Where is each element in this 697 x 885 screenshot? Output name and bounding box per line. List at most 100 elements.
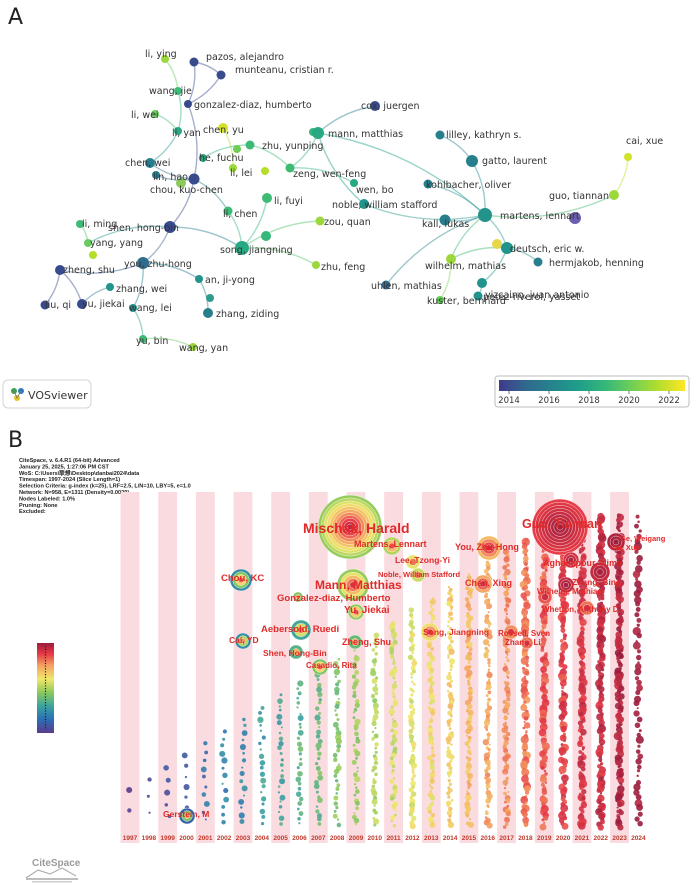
timeline-node xyxy=(411,726,415,730)
timeline-node xyxy=(634,612,640,618)
timeline-node xyxy=(524,801,528,805)
timeline-node xyxy=(352,693,357,699)
timeline-node xyxy=(315,706,320,711)
timeline-node xyxy=(485,798,491,804)
timeline-node xyxy=(261,814,266,819)
timeline-node xyxy=(279,751,283,755)
timeline-node xyxy=(635,749,641,754)
major-node-noble-william-stafford xyxy=(414,571,422,579)
timeline-node xyxy=(577,821,586,830)
timeline-node xyxy=(618,810,624,816)
timeline-node xyxy=(148,811,151,814)
timeline-node xyxy=(204,750,209,755)
timeline-node xyxy=(543,815,549,821)
timeline-node xyxy=(408,645,415,652)
timeline-node xyxy=(334,779,339,783)
timeline-node xyxy=(635,601,641,607)
timeline-node xyxy=(506,563,510,567)
timeline-node xyxy=(467,656,473,662)
timeline-node xyxy=(446,719,452,725)
timeline-node xyxy=(505,811,511,817)
timeline-node xyxy=(446,791,451,796)
timeline-node xyxy=(469,594,473,599)
network-node-unlabeled xyxy=(233,145,241,153)
timeline-node xyxy=(580,627,585,632)
timeline-node xyxy=(505,597,512,604)
network-label-li-wei: li, wei xyxy=(131,110,159,121)
timeline-node xyxy=(618,662,623,668)
network-node-li-chen xyxy=(223,206,233,216)
timeline-node xyxy=(295,776,302,783)
timeline-node xyxy=(411,749,415,753)
network-label-li-fuyi: li, fuyi xyxy=(274,196,303,207)
timeline-node xyxy=(370,693,376,699)
timeline-node xyxy=(448,658,456,665)
timeline-node xyxy=(447,723,451,727)
timeline-node xyxy=(409,709,416,716)
timeline-node xyxy=(335,738,342,745)
timeline-node xyxy=(200,766,207,773)
timeline-node xyxy=(373,810,378,815)
timeline-node xyxy=(163,765,169,771)
timeline-node xyxy=(391,804,397,810)
timeline-node xyxy=(635,514,640,519)
timeline-node xyxy=(581,692,584,696)
timeline-node xyxy=(466,772,474,779)
timeline-node xyxy=(465,763,472,770)
timeline-node xyxy=(543,631,548,636)
network-label-li-chen: li, chen xyxy=(223,209,257,220)
timeline-node xyxy=(521,586,526,591)
author-label-gonzalez-diaz-humberto: Gonzalez-diaz, Humberto xyxy=(277,593,391,604)
network-label-lilley-kathryn-s: lilley, kathryn s. xyxy=(446,130,522,141)
timeline-node xyxy=(579,593,585,599)
timeline-node xyxy=(430,786,434,790)
author-label-casadio-rita: Casadio, Rita xyxy=(306,661,357,670)
timeline-node xyxy=(447,703,454,710)
timeline-node xyxy=(277,785,281,788)
timeline-node xyxy=(295,791,302,797)
timeline-node xyxy=(634,676,640,681)
timeline-node xyxy=(317,691,323,698)
timeline-node xyxy=(352,665,357,670)
network-label-wang-jie: wang, jie xyxy=(149,86,192,97)
timeline-node xyxy=(467,821,474,828)
timeline-node xyxy=(242,794,246,797)
timeline-node xyxy=(390,631,398,638)
timeline-node xyxy=(412,682,416,686)
timeline-node xyxy=(428,688,434,694)
network-label-deutsch-eric-w: deutsch, eric w. xyxy=(510,244,584,255)
timeline-node xyxy=(316,678,320,681)
timeline-node xyxy=(429,656,436,662)
timeline-node xyxy=(506,653,509,656)
timeline-node xyxy=(634,663,642,670)
timeline-node xyxy=(223,796,230,803)
timeline-node xyxy=(466,789,469,793)
timeline-node xyxy=(431,616,436,621)
network-label-zhu-yunping: zhu, yunping xyxy=(262,141,323,152)
timeline-node xyxy=(562,631,565,634)
timeline-node xyxy=(351,674,357,679)
year-stripe xyxy=(158,492,178,843)
network-label-liu-qi: liu, qi xyxy=(45,300,71,311)
timeline-node xyxy=(352,661,358,667)
timeline-node xyxy=(505,692,511,698)
timeline-node xyxy=(392,700,399,707)
timeline-node xyxy=(334,704,340,709)
timeline-node xyxy=(354,789,360,794)
timeline-node xyxy=(540,765,545,770)
timeline-node xyxy=(298,752,302,756)
network-edge xyxy=(484,194,615,218)
timeline-node xyxy=(430,716,433,719)
year-stripe xyxy=(195,492,215,843)
network-edge xyxy=(613,156,629,196)
timeline-node xyxy=(597,824,604,831)
timeline-node xyxy=(314,779,319,785)
timeline-node xyxy=(222,729,227,734)
timeline-node xyxy=(598,598,601,601)
timeline-node xyxy=(505,603,510,608)
timeline-node xyxy=(618,612,623,617)
timeline-node xyxy=(259,729,263,732)
timeline-node xyxy=(486,701,490,705)
timeline-node xyxy=(332,752,338,758)
network-edge xyxy=(142,337,194,348)
